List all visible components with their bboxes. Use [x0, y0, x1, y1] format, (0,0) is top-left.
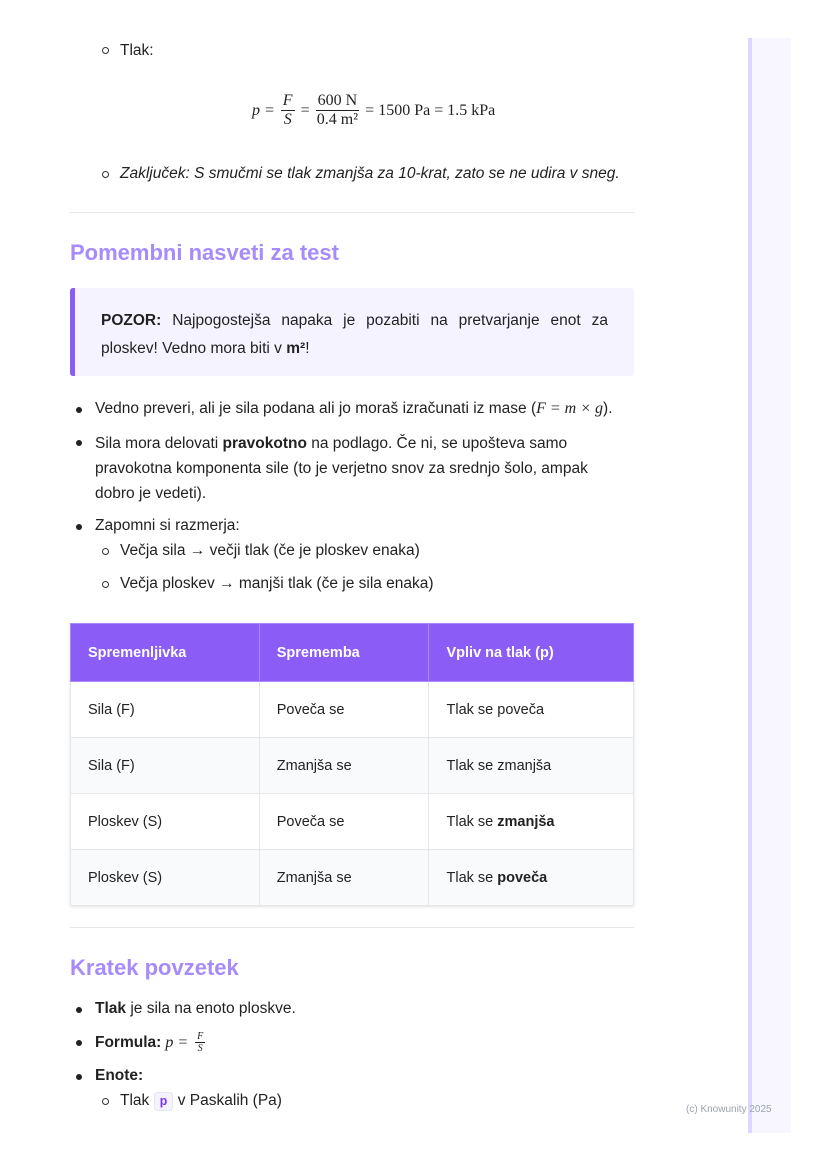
divider: [70, 927, 634, 928]
list-item: Tlak:: [120, 42, 154, 59]
bullet: [76, 1007, 82, 1013]
list-item: Tlak je sila na enoto ploskve.: [95, 1000, 296, 1018]
text: !: [305, 340, 310, 357]
numerator: F: [195, 1031, 206, 1043]
math: =: [300, 101, 310, 119]
text: Tlak se: [446, 813, 494, 830]
inline-code: p: [153, 1092, 174, 1111]
bullet: [102, 171, 109, 178]
text: ).: [603, 400, 613, 417]
cell: Ploskev (S): [70, 849, 260, 906]
table: Spremenljivka Sprememba Vpliv na tlak (p…: [70, 623, 634, 906]
bullet: [76, 1040, 82, 1046]
list-item: Večja ploskev → manjši tlak (če je sila …: [120, 575, 434, 592]
denominator: 0.4 m²: [316, 111, 359, 128]
cell: Tlak se zmanjša: [428, 793, 634, 850]
bold-text: poveča: [497, 869, 548, 886]
footer: (c) Knowunity 2025: [686, 1104, 772, 1115]
bullet: [76, 407, 82, 413]
row: Ploskev (S) Zmanjša se Tlak se poveča: [70, 849, 634, 906]
heading: Pomembni nasveti za test: [70, 240, 339, 265]
list-item: Zaključek: S smučmi se tlak zmanjša za 1…: [120, 165, 620, 182]
list-item: Vedno preveri, ali je sila podana ali jo…: [95, 400, 613, 418]
bullet: [76, 1074, 82, 1080]
heading: Kratek povzetek: [70, 955, 239, 980]
cell: Poveča se: [258, 681, 430, 738]
math: = 1500 Pa = 1.5 kPa: [365, 101, 496, 119]
unit: m²: [286, 340, 306, 357]
bullet: [76, 524, 82, 530]
math: p =: [252, 101, 275, 119]
bold-text: pravokotno: [222, 435, 307, 452]
sidebar: [748, 38, 791, 1133]
denominator: S: [197, 1043, 203, 1054]
cell: Ploskev (S): [70, 793, 260, 850]
text: v Paskalih (Pa): [177, 1092, 282, 1109]
bold-text: Tlak: [95, 1000, 127, 1017]
row: Sila (F) Zmanjša se Tlak se zmanjša: [70, 737, 634, 794]
divider: [70, 212, 634, 213]
list-item: Formula: p = F S: [95, 1031, 208, 1054]
bullet: [102, 47, 109, 54]
numerator: F: [280, 92, 295, 111]
list-item: Sila mora delovati pravokotno na podlago…: [95, 431, 615, 506]
text: Tlak: [120, 1092, 150, 1109]
label: POZOR:: [101, 312, 162, 329]
cell: Zmanjša se: [258, 849, 430, 906]
cell: Tlak se zmanjša: [428, 737, 634, 794]
bullet: [102, 548, 109, 555]
cell: Sila (F): [70, 737, 260, 794]
cell: Tlak se poveča: [428, 849, 634, 906]
cell: Tlak se poveča: [428, 681, 634, 738]
numerator: 600 N: [315, 92, 360, 111]
text: je sila na enoto ploskve.: [130, 1000, 296, 1017]
list-item: Zapomni si razmerja:: [95, 517, 240, 534]
bold-text: zmanjša: [497, 813, 555, 830]
header-cell: Spremenljivka: [70, 623, 260, 682]
cell: Sila (F): [70, 681, 260, 738]
row: Sila (F) Poveča se Tlak se poveča: [70, 681, 634, 738]
text: Najpogostejša napaka je pozabiti na pret…: [101, 312, 608, 357]
header-cell: Sprememba: [258, 623, 430, 682]
bullet: [102, 581, 109, 588]
bullet: [76, 440, 82, 446]
list-item: Tlak p v Paskalih (Pa): [120, 1092, 282, 1111]
header-cell: Vpliv na tlak (p): [428, 623, 634, 682]
fraction: 600 N 0.4 m²: [315, 92, 360, 129]
text: Sila mora delovati: [95, 435, 219, 452]
text: na podlago. Če ni, se upošteva samo prav…: [95, 435, 588, 502]
bullet: [102, 1098, 109, 1105]
math: F = m × g: [536, 400, 604, 417]
cell: Poveča se: [258, 793, 430, 850]
text: Tlak se: [446, 869, 494, 886]
denominator: S: [283, 111, 292, 128]
row: Ploskev (S) Poveča se Tlak se zmanjša: [70, 793, 634, 850]
bold-text: Formula:: [95, 1033, 162, 1051]
text: Vedno preveri, ali je sila podana ali jo…: [95, 400, 537, 417]
header-row: Spremenljivka Sprememba Vpliv na tlak (p…: [70, 623, 634, 682]
math: p =: [165, 1033, 189, 1051]
callout: POZOR: Najpogostejša napaka je pozabiti …: [70, 288, 634, 376]
list-item: Enote:: [95, 1067, 144, 1084]
cell: Zmanjša se: [258, 737, 430, 794]
list-item: Večja sila → večji tlak (če je ploskev e…: [120, 542, 420, 559]
